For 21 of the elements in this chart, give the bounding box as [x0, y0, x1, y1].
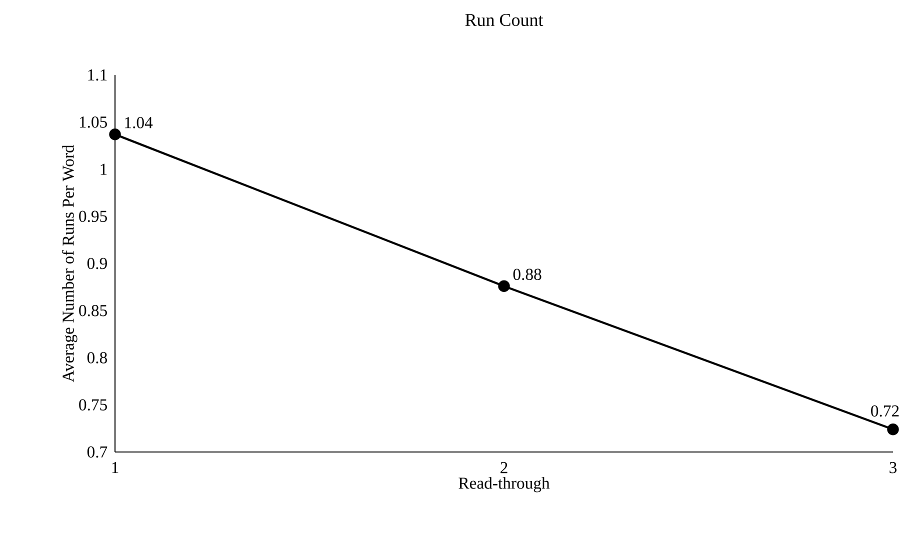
y-tick-label: 1.05 — [80, 116, 107, 128]
y-tick-label: 0.9 — [87, 258, 107, 270]
x-tick-label: 3 — [890, 462, 897, 474]
point — [887, 424, 899, 436]
y-tick-label: 0.95 — [79, 210, 107, 222]
y-axis-title: Average Number of Runs Per Word — [62, 144, 78, 382]
point — [498, 280, 510, 292]
y-tick-label: 1.1 — [88, 69, 107, 81]
y-tick-label: 0.8 — [87, 352, 107, 364]
y-tick-label: 0.75 — [79, 399, 107, 411]
data-label: 0.72 — [871, 405, 899, 417]
x-axis-title: Read-through — [458, 477, 550, 492]
chart-title: Run Count — [465, 14, 544, 26]
x-tick-label: 1 — [112, 462, 118, 474]
y-tick-label: 0.7 — [87, 446, 108, 458]
y-tick-label: 0.85 — [79, 304, 107, 316]
data-label: 1.04 — [125, 117, 153, 128]
x-tick-label: 2 — [500, 462, 508, 474]
data-label: 0.88 — [513, 268, 542, 280]
y-tick-label: 1 — [100, 164, 107, 175]
point — [109, 128, 121, 140]
